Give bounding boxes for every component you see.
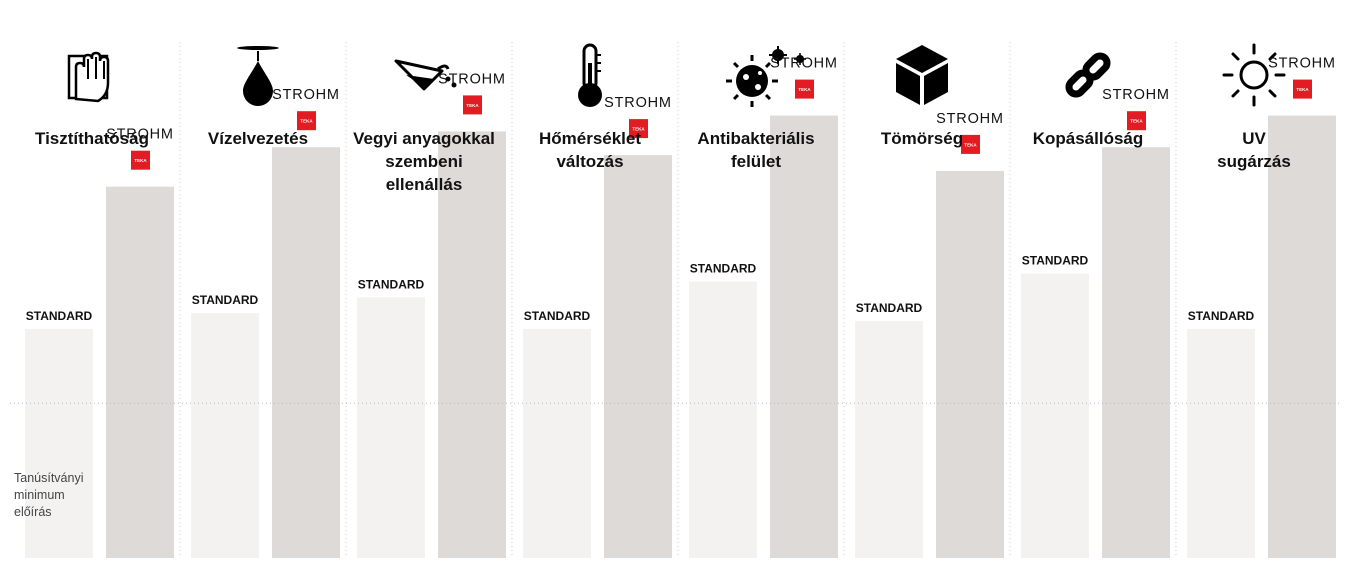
strohm-wordmark: STROHM <box>936 111 1004 127</box>
category-title-line: szembeni <box>385 152 463 171</box>
thermometer-icon <box>578 43 602 107</box>
standard-bar-label: STANDARD <box>26 309 93 323</box>
strohm-bar <box>272 147 340 558</box>
standard-bar-label: STANDARD <box>1022 254 1089 268</box>
category-title-line: felület <box>730 152 782 171</box>
teka-badge-text: TEKA <box>1296 87 1309 92</box>
strohm-bar <box>936 170 1004 558</box>
strohm-wordmark: STROHM <box>604 95 672 111</box>
strohm-bar <box>106 186 174 558</box>
standard-bar <box>855 321 923 558</box>
category-title-line: Vegyi anyagokkal <box>353 129 495 148</box>
standard-bar <box>523 328 591 558</box>
standard-bar-label: STANDARD <box>1188 309 1255 323</box>
teka-badge-text: TEKA <box>466 103 479 108</box>
strohm-bar <box>1268 115 1336 558</box>
category-title: Tömörség <box>839 127 1005 150</box>
water-drop-icon <box>237 46 279 106</box>
category-title-line: Tömörség <box>880 129 964 148</box>
teka-badge <box>1293 79 1312 99</box>
hand-wipe-icon <box>67 51 110 103</box>
chain-link-icon <box>1065 52 1111 98</box>
standard-bar <box>191 313 259 558</box>
category-title-line: Hőmérséklet <box>538 129 642 148</box>
strohm-wordmark: STROHM <box>438 71 506 87</box>
strohm-bar <box>770 115 838 558</box>
category-title: Tisztíthatóság <box>9 127 175 150</box>
strohm-bar <box>438 131 506 558</box>
category-title-line: sugárzás <box>1217 152 1291 171</box>
strohm-wordmark: STROHM <box>1268 56 1336 72</box>
baseline-label-line-3: előírás <box>14 505 52 519</box>
standard-bar <box>1187 328 1255 558</box>
teka-badge-text: TEKA <box>300 119 313 124</box>
teka-badge-text: TEKA <box>134 158 147 163</box>
teka-badge <box>629 119 648 139</box>
baseline-label-line-1: Tanúsítványi <box>14 471 84 485</box>
standard-bar-label: STANDARD <box>856 301 923 315</box>
standard-bar <box>1021 273 1089 558</box>
standard-bar <box>25 328 93 558</box>
category-title-line: Antibakteriális <box>697 129 815 148</box>
bacteria-icon <box>726 46 806 107</box>
teka-badge <box>131 150 150 170</box>
teka-badge <box>297 111 316 131</box>
category-title: Antibakteriális felület <box>673 127 839 173</box>
category-title: Vízelvezetés <box>175 127 341 150</box>
standard-bar-label: STANDARD <box>358 277 425 291</box>
strohm-wordmark: STROHM <box>106 127 174 143</box>
strohm-bar <box>604 155 672 558</box>
sun-icon <box>1222 43 1286 107</box>
category-title-line: változás <box>556 152 624 171</box>
standard-bar <box>689 281 757 558</box>
teka-badge-text: TEKA <box>798 87 811 92</box>
teka-badge-text: TEKA <box>964 142 977 147</box>
teka-badge <box>463 95 482 115</box>
standard-bar-label: STANDARD <box>524 309 591 323</box>
category-title-line: UV <box>1242 129 1266 148</box>
cube-icon <box>896 45 948 105</box>
category-title: Hőmérséklet változás <box>507 127 673 173</box>
strohm-wordmark: STROHM <box>1102 87 1170 103</box>
standard-bar-label: STANDARD <box>690 262 757 276</box>
category-title-line: Vízelvezetés <box>207 129 309 148</box>
standard-bar <box>357 297 425 558</box>
category-title: UV sugárzás <box>1171 127 1337 173</box>
strohm-wordmark: STROHM <box>272 87 340 103</box>
teka-badge <box>1127 111 1146 131</box>
category-title: Kopásállóság <box>1005 127 1171 150</box>
teka-badge <box>961 134 980 154</box>
chemical-beaker-icon <box>394 59 457 91</box>
teka-badge-text: TEKA <box>632 127 645 132</box>
standard-bar-label: STANDARD <box>192 293 259 307</box>
baseline-label-line-2: minimum <box>14 488 65 502</box>
category-title-line: Kopásállóság <box>1032 129 1144 148</box>
category-title: Vegyi anyagokkal szembeni ellenállás <box>341 127 507 196</box>
category-title-line: Tisztíthatóság <box>35 129 149 148</box>
baseline-label: Tanúsítványi minimum előírás <box>14 470 114 521</box>
strohm-wordmark: STROHM <box>770 56 838 72</box>
teka-badge <box>795 79 814 99</box>
category-title-line: ellenállás <box>385 175 463 194</box>
teka-badge-text: TEKA <box>1130 119 1143 124</box>
strohm-bar <box>1102 147 1170 558</box>
